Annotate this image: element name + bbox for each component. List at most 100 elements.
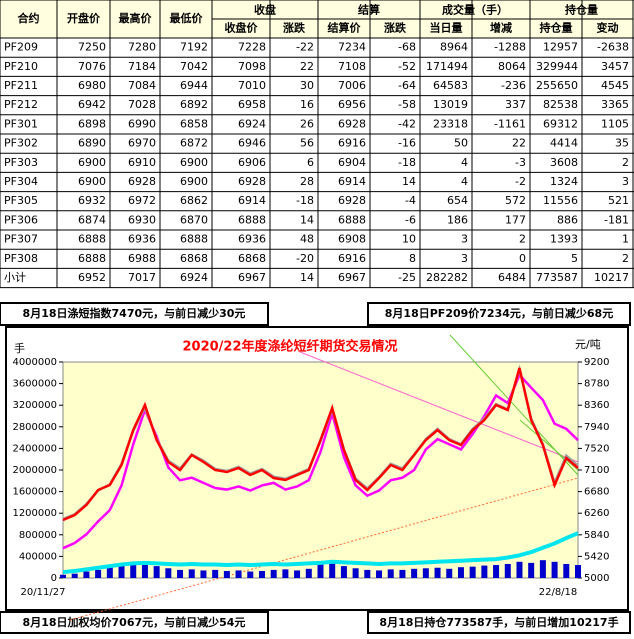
cell: 6 bbox=[307, 156, 314, 169]
y-tick-label: 2000000 bbox=[12, 465, 57, 476]
cell: 6888 bbox=[78, 252, 106, 265]
cell: -64 bbox=[398, 79, 416, 92]
volume-bar bbox=[258, 570, 265, 578]
cell: 6970 bbox=[128, 137, 156, 150]
cell: 282282 bbox=[426, 271, 468, 284]
cell: -52 bbox=[398, 60, 416, 73]
y-tick-label: 2800000 bbox=[12, 422, 57, 433]
y2-tick-label: 6680 bbox=[584, 487, 609, 498]
volume-bar bbox=[469, 566, 476, 578]
note: 8月18日涤短指数7470元，与前日减少30元 bbox=[23, 306, 246, 320]
cell: PF307 bbox=[4, 233, 38, 246]
volume-bar bbox=[165, 568, 172, 578]
cell: 2 bbox=[622, 156, 629, 169]
trend-line bbox=[519, 419, 579, 471]
cell: PF210 bbox=[4, 60, 38, 73]
cell: 3 bbox=[461, 233, 468, 246]
cell: 6924 bbox=[238, 117, 266, 130]
volume-bar bbox=[446, 568, 453, 578]
cell: -1288 bbox=[494, 41, 526, 54]
cell: 7250 bbox=[78, 41, 106, 54]
cell: 7280 bbox=[128, 41, 156, 54]
cell: 6484 bbox=[498, 271, 526, 284]
volume-bar bbox=[188, 569, 195, 578]
cell: 小计 bbox=[4, 271, 26, 284]
cell: 3457 bbox=[601, 60, 629, 73]
y2-tick-label: 8360 bbox=[584, 400, 609, 411]
volume-bar bbox=[83, 571, 90, 578]
volume-bar bbox=[493, 565, 500, 578]
volume-bar bbox=[352, 568, 359, 578]
cell: 6928 bbox=[338, 117, 366, 130]
cell: 50 bbox=[454, 137, 468, 150]
trend-line bbox=[299, 351, 579, 463]
volume-bar bbox=[177, 569, 184, 578]
cell: 7234 bbox=[338, 41, 366, 54]
cell: 6870 bbox=[180, 213, 208, 226]
cell: PF305 bbox=[4, 194, 38, 207]
cell: -18 bbox=[296, 194, 314, 207]
volume-bar bbox=[539, 560, 546, 578]
cell: -16 bbox=[398, 137, 416, 150]
cell: 654 bbox=[447, 194, 468, 207]
note: 8月18日PF209价7234元，与前日减少68元 bbox=[385, 306, 613, 320]
volume-bar bbox=[130, 561, 137, 578]
chart: 0 400000 800000 1200000 1600000 2000000 240000… bbox=[12, 357, 609, 598]
cell: 6862 bbox=[180, 194, 208, 207]
volume-bar bbox=[364, 569, 371, 578]
volume-bar bbox=[71, 573, 78, 578]
volume-bar bbox=[399, 569, 406, 578]
note-box bbox=[367, 611, 631, 634]
y2-tick-label: 5000 bbox=[584, 573, 609, 584]
cell: -1161 bbox=[494, 117, 526, 130]
cell: PF301 bbox=[4, 117, 38, 130]
cell: 6874 bbox=[78, 213, 106, 226]
volume-bar bbox=[282, 569, 289, 578]
cell: 3 bbox=[461, 252, 468, 265]
volume-bar bbox=[528, 562, 535, 578]
column-header: 最低价 bbox=[170, 11, 204, 25]
cell: -18 bbox=[398, 156, 416, 169]
cell: 1324 bbox=[550, 175, 578, 188]
cell: 12957 bbox=[543, 41, 578, 54]
cell: 6888 bbox=[238, 213, 266, 226]
cell: 6888 bbox=[180, 233, 208, 246]
cell: 4 bbox=[461, 156, 468, 169]
cell: 16 bbox=[300, 98, 314, 111]
y2-tick-label: 7940 bbox=[584, 422, 609, 433]
y-tick-label: 800000 bbox=[19, 530, 57, 541]
cell: 6958 bbox=[238, 98, 266, 111]
cell: 6908 bbox=[338, 233, 366, 246]
cell: 3608 bbox=[550, 156, 578, 169]
cell: PF304 bbox=[4, 175, 38, 188]
cell: 6898 bbox=[78, 117, 106, 130]
y-tick-label: 1200000 bbox=[12, 508, 57, 519]
volume-bar bbox=[212, 569, 219, 578]
cell: -2 bbox=[515, 175, 526, 188]
column-header: 开盘价 bbox=[67, 11, 101, 25]
cell: 6967 bbox=[338, 271, 366, 284]
cell: 7108 bbox=[338, 60, 366, 73]
cell: 6942 bbox=[78, 98, 106, 111]
cell: 7006 bbox=[338, 79, 366, 92]
cell: 7017 bbox=[128, 271, 156, 284]
cell: 22 bbox=[300, 60, 314, 73]
cell: 48 bbox=[300, 233, 314, 246]
cell: 6967 bbox=[238, 271, 266, 284]
note-box bbox=[0, 611, 269, 634]
cell: 171494 bbox=[426, 60, 468, 73]
cell: 14 bbox=[300, 271, 314, 284]
cell: 8 bbox=[409, 252, 416, 265]
cell: -4 bbox=[405, 194, 416, 207]
cell: 1393 bbox=[550, 233, 578, 246]
cell: 6858 bbox=[180, 117, 208, 130]
column-header: 持仓量 bbox=[540, 21, 573, 35]
cell: 69312 bbox=[543, 117, 578, 130]
cell: -236 bbox=[501, 79, 526, 92]
column-header: 涨跌 bbox=[283, 21, 306, 35]
volume-bar bbox=[481, 565, 488, 578]
cell: 6956 bbox=[338, 98, 366, 111]
volume-bar bbox=[235, 570, 242, 578]
volume-bar bbox=[305, 568, 312, 578]
cell: -68 bbox=[398, 41, 416, 54]
